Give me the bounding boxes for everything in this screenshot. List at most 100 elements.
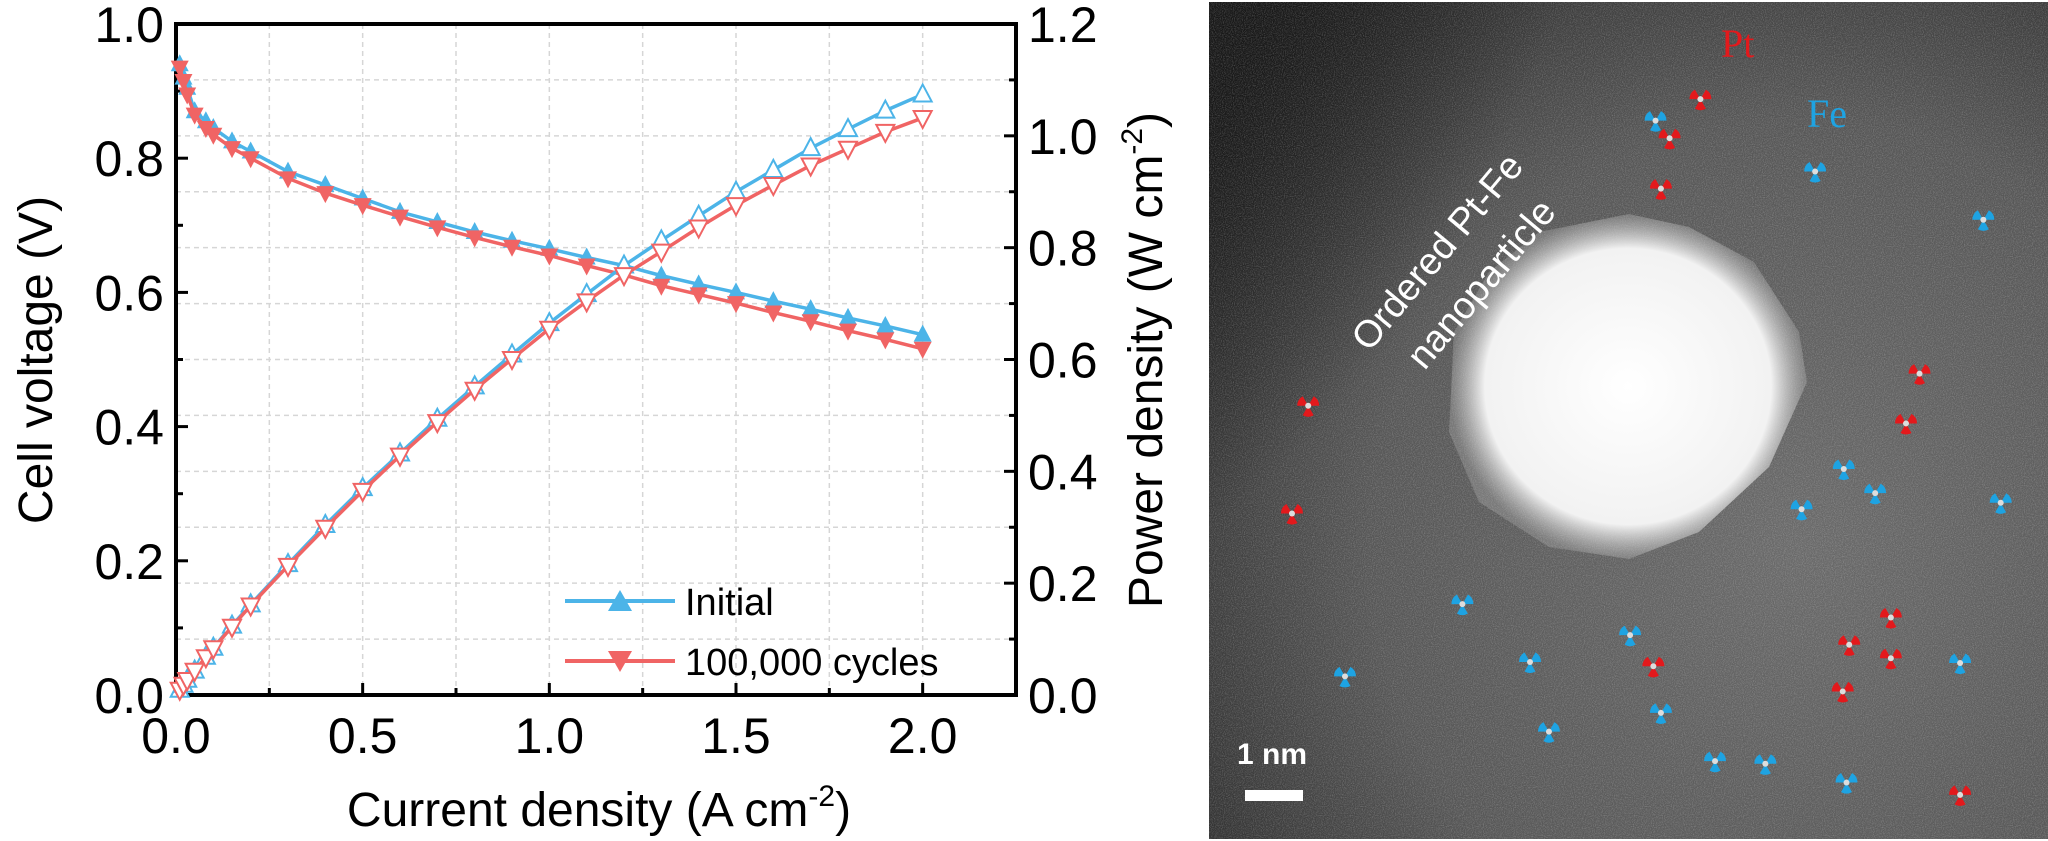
fe-atom-marker — [1451, 594, 1474, 616]
legend-marker-cycles — [608, 651, 632, 672]
fe-atom-marker — [1644, 111, 1667, 132]
data-point — [314, 519, 336, 540]
marker-wedge — [1864, 483, 1876, 494]
data-point — [501, 350, 523, 372]
marker-wedge — [1462, 594, 1474, 605]
pt-atom-marker — [1949, 785, 1972, 806]
tick-labels: 0.0 0.5 1.0 1.5 2.0 0.0 0.2 0.4 0.6 0.8 1.0 0.0 0.2 0… — [94, 0, 1097, 764]
series-line — [178, 116, 924, 691]
data-point — [689, 274, 708, 292]
marker-wedge — [1879, 648, 1891, 659]
marker-wedge — [1879, 607, 1891, 618]
data-point — [762, 157, 784, 178]
data-point — [223, 141, 241, 159]
marker-wedge — [1906, 413, 1918, 424]
scale-bar — [1245, 790, 1303, 801]
marker-wedge — [1809, 171, 1821, 183]
data-point — [874, 98, 896, 119]
data-point — [577, 258, 596, 276]
data-point — [912, 109, 934, 131]
marker-wedge — [1642, 656, 1654, 667]
marker-wedge — [1972, 210, 1984, 220]
y2-tick-label: 0.2 — [1028, 556, 1098, 612]
data-point — [801, 299, 820, 317]
data-point — [762, 177, 784, 198]
stem-micrograph: Ordered Pt-Fe nanoparticle Pt Fe 1 nm — [1209, 2, 2048, 839]
data-point — [428, 220, 447, 238]
y2-tick-label: 0.0 — [1028, 668, 1098, 724]
marker-wedge — [1286, 513, 1298, 525]
marker-wedge — [1456, 604, 1468, 616]
marker-wedge — [1885, 617, 1897, 629]
marker-wedge — [1900, 423, 1912, 435]
marker-wedge — [1832, 459, 1844, 469]
pt-atom-marker — [1908, 364, 1931, 385]
single-atom — [1305, 402, 1312, 409]
marker-wedge — [1983, 210, 1995, 220]
marker-wedge — [1842, 681, 1854, 692]
data-point — [353, 198, 372, 216]
data-point — [185, 107, 204, 125]
y2-axis-title: Power density (W cm-2) — [1116, 112, 1173, 608]
x-axis-title: Current density (A cm-2) — [347, 780, 851, 837]
marker-wedge — [1715, 751, 1727, 762]
single-atom — [1916, 370, 1923, 377]
marker-wedge — [1949, 653, 1961, 664]
pt-atom-marker — [1649, 179, 1672, 200]
marker-wedge — [2000, 493, 2012, 503]
single-atom — [1650, 663, 1657, 670]
series-line — [178, 63, 924, 337]
marker-wedge — [1700, 89, 1712, 100]
marker-wedge — [1885, 658, 1897, 670]
fe-atom-marker — [1949, 653, 1972, 675]
pt-atom-marker — [1838, 635, 1861, 656]
single-atom — [1980, 216, 1987, 223]
data-point — [221, 618, 243, 639]
single-atom — [1527, 658, 1534, 665]
single-atom — [1459, 601, 1466, 608]
single-atom — [1903, 420, 1910, 427]
data-point — [241, 151, 260, 169]
y-tick-label: 0.8 — [94, 131, 164, 187]
marker-wedge — [1838, 635, 1850, 645]
data-point — [279, 171, 297, 189]
marker-wedge — [1954, 794, 1966, 806]
marker-wedge — [1660, 179, 1672, 189]
fe-label: Fe — [1807, 91, 1847, 136]
data-point — [426, 414, 448, 435]
marker-wedge — [1977, 219, 1989, 231]
marker-wedge — [1308, 396, 1320, 406]
data-point — [174, 74, 193, 92]
marker-wedge — [1647, 666, 1659, 678]
single-atom — [1997, 499, 2004, 506]
series-power-cycled — [169, 109, 934, 702]
single-atom — [1887, 614, 1894, 621]
single-atom — [1798, 506, 1805, 513]
marker-wedge — [1989, 493, 2001, 503]
y2-tick-label: 0.8 — [1028, 221, 1098, 277]
data-point — [391, 209, 409, 227]
fe-atom-marker — [1704, 751, 1727, 773]
marker-wedge — [1524, 661, 1536, 673]
marker-wedge — [1530, 652, 1542, 662]
data-point — [912, 82, 934, 103]
data-point — [465, 230, 484, 248]
marker-wedge — [1655, 712, 1667, 724]
marker-wedge — [1914, 373, 1926, 385]
pt-label: Pt — [1721, 21, 1754, 66]
pt-atom-marker — [1879, 648, 1902, 670]
single-atom — [1652, 117, 1659, 124]
pt-atom-marker — [1658, 128, 1681, 150]
y2-tick-label: 1.2 — [1028, 0, 1098, 53]
polarization-chart: 0.0 0.5 1.0 1.5 2.0 0.0 0.2 0.4 0.6 0.8 1.0 0.0 0.2 0… — [10, 0, 1173, 837]
data-point — [876, 332, 895, 350]
marker-wedge — [1804, 161, 1816, 172]
series-voltage-initial — [170, 54, 932, 342]
marker-wedge — [1837, 691, 1849, 703]
marker-wedge — [1280, 503, 1292, 514]
data-point — [837, 116, 859, 138]
data-point — [727, 296, 745, 314]
marker-wedge — [1664, 138, 1676, 150]
single-atom — [1846, 641, 1853, 648]
data-point — [184, 662, 206, 683]
